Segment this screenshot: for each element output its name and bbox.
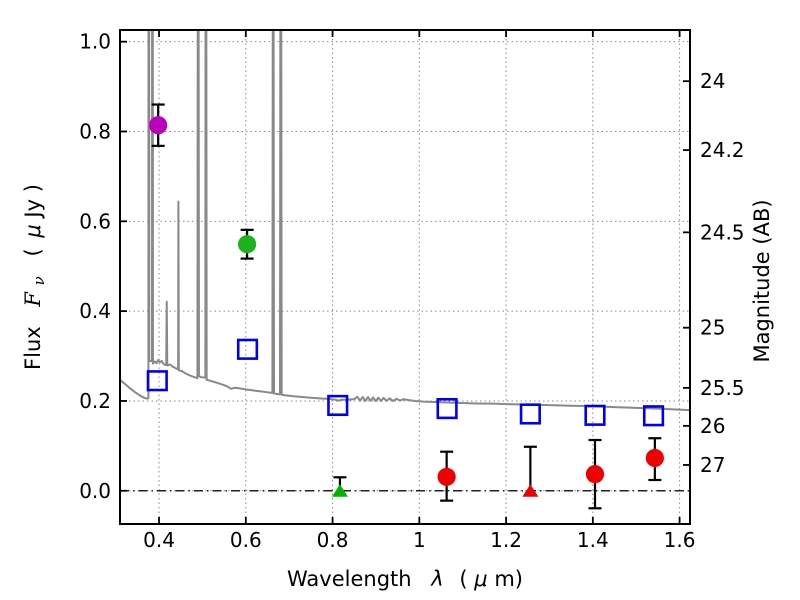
x-tick-label: 1.6: [664, 528, 696, 552]
blue-open-squares-marker: [436, 397, 458, 420]
y-axis-label-right: Magnitude (AB): [750, 199, 774, 362]
green-upper-limit-triangle-marker: [331, 484, 348, 497]
y-tick-label-right: 26: [700, 414, 725, 438]
nu-subscript: ν: [30, 276, 48, 285]
blue-open-squares-marker: [236, 338, 259, 360]
red-circles-marker: [437, 467, 456, 486]
red-circles-marker: [585, 465, 605, 484]
x-tick-label: 0.4: [143, 528, 175, 552]
y-axis-label-left: Flux F ν ( μ Jy ): [21, 184, 49, 370]
green-circle-marker: [238, 235, 257, 254]
plot-area: 0.4 0.6 0.8 1 1.2 1.4 1.6 0.0 0.2 0.4 0.6 0.8 1.0 24 2…: [79, 29, 745, 552]
blue-open-squares-marker: [519, 403, 541, 425]
blue-open-squares-marker: [584, 404, 606, 426]
y-tick-label-right: 25: [700, 316, 725, 340]
lambda-symbol: λ: [430, 567, 443, 591]
y-tick-label-left: 0.6: [79, 209, 111, 233]
mu-symbol: μ: [21, 224, 45, 238]
red-upper-limit-triangle-error-bar: [523, 445, 537, 491]
y-tick-label-left: 0.0: [79, 479, 111, 503]
flux-F-symbol: F: [21, 291, 45, 308]
x-tick-label: 1.4: [577, 528, 609, 552]
red-upper-limit-triangle-marker: [522, 484, 539, 497]
blue-open-squares-marker: [327, 394, 349, 417]
y-tick-label-left: 1.0: [79, 30, 111, 54]
model-spectrum: [120, 30, 690, 412]
x-tick-label: 1.2: [490, 528, 522, 552]
y-tick-label-left: 0.8: [79, 119, 111, 143]
red-circles-marker: [645, 448, 664, 468]
x-tick-label: 0.6: [230, 528, 262, 552]
y-tick-label-left: 0.4: [79, 299, 111, 323]
mu-symbol: μ: [473, 567, 487, 591]
y-tick-label-left: 0.2: [79, 389, 111, 413]
y-tick-label-right: 25.5: [700, 376, 745, 400]
axes-frame: [119, 29, 691, 525]
magenta-circle-marker: [149, 116, 168, 135]
blue-open-squares-marker: [146, 370, 168, 392]
photometry-points: [146, 103, 665, 510]
tick-labels: 0.4 0.6 0.8 1 1.2 1.4 1.6 0.0 0.2 0.4 0.6 0.8 1.0 24 2…: [79, 30, 744, 552]
gridlines: [120, 30, 690, 524]
y-tick-label-right: 24.2: [700, 138, 745, 162]
blue-open-squares-marker: [642, 405, 665, 427]
y-tick-label-right: 24: [700, 69, 725, 93]
x-tick-label: 0.8: [317, 528, 349, 552]
y-tick-label-right: 27: [700, 453, 725, 477]
axis-ticks: [120, 30, 690, 524]
y-tick-label-right: 24.5: [700, 220, 745, 244]
x-tick-label: 1: [413, 528, 426, 552]
x-axis-label-word: Wavelength: [287, 567, 412, 591]
x-axis-label: Wavelength λ ( μ m): [287, 567, 523, 591]
